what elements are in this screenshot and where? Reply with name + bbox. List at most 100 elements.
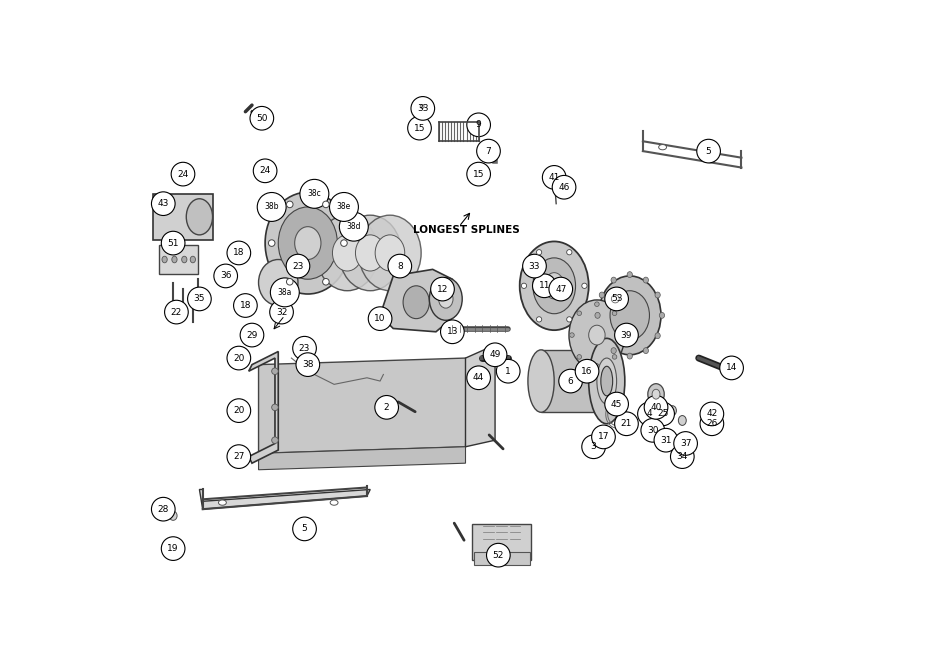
Text: 39: 39 xyxy=(621,330,632,340)
Text: 40: 40 xyxy=(651,403,662,412)
Ellipse shape xyxy=(172,256,177,263)
Text: 38: 38 xyxy=(302,360,314,369)
Ellipse shape xyxy=(287,279,293,285)
Text: 5: 5 xyxy=(706,147,711,156)
Ellipse shape xyxy=(182,256,187,263)
Circle shape xyxy=(638,402,661,426)
Circle shape xyxy=(496,359,520,383)
Text: 42: 42 xyxy=(707,409,718,419)
Ellipse shape xyxy=(429,277,462,320)
Ellipse shape xyxy=(190,256,196,263)
Text: 21: 21 xyxy=(621,419,632,428)
Circle shape xyxy=(187,287,211,311)
Text: 32: 32 xyxy=(276,307,288,317)
Text: 17: 17 xyxy=(598,432,609,442)
Circle shape xyxy=(533,274,556,298)
Circle shape xyxy=(340,212,369,241)
Bar xyxy=(472,524,532,560)
Ellipse shape xyxy=(157,511,165,520)
Circle shape xyxy=(477,139,500,163)
Text: 13: 13 xyxy=(447,327,458,336)
Text: 3: 3 xyxy=(591,442,597,451)
Circle shape xyxy=(674,432,697,455)
Text: 52: 52 xyxy=(492,551,504,560)
Circle shape xyxy=(466,113,491,137)
Text: 20: 20 xyxy=(233,406,245,415)
Ellipse shape xyxy=(569,300,625,371)
Ellipse shape xyxy=(619,332,624,338)
Text: 36: 36 xyxy=(220,271,232,281)
Text: 25: 25 xyxy=(657,409,668,419)
Ellipse shape xyxy=(705,145,712,150)
Ellipse shape xyxy=(600,367,613,396)
Circle shape xyxy=(250,106,274,130)
Circle shape xyxy=(300,179,329,208)
Circle shape xyxy=(575,359,599,383)
Text: 24: 24 xyxy=(260,166,271,175)
Ellipse shape xyxy=(627,353,632,359)
Circle shape xyxy=(227,346,250,370)
Text: LONGEST SPLINES: LONGEST SPLINES xyxy=(413,225,519,235)
Circle shape xyxy=(388,254,412,278)
Polygon shape xyxy=(380,269,455,332)
Ellipse shape xyxy=(679,416,686,426)
Ellipse shape xyxy=(278,207,337,279)
Circle shape xyxy=(614,323,639,347)
Ellipse shape xyxy=(533,258,575,314)
Ellipse shape xyxy=(595,313,600,319)
Polygon shape xyxy=(259,447,466,470)
Circle shape xyxy=(466,162,491,186)
Polygon shape xyxy=(199,489,371,509)
Text: 46: 46 xyxy=(559,183,570,192)
Ellipse shape xyxy=(356,235,385,271)
Bar xyxy=(474,552,530,565)
Ellipse shape xyxy=(610,291,650,340)
Ellipse shape xyxy=(235,452,243,462)
Ellipse shape xyxy=(392,262,401,277)
Text: 26: 26 xyxy=(707,419,718,428)
Circle shape xyxy=(605,287,628,311)
Ellipse shape xyxy=(157,498,165,507)
Ellipse shape xyxy=(250,331,258,342)
Ellipse shape xyxy=(588,325,605,345)
Ellipse shape xyxy=(235,405,243,416)
Circle shape xyxy=(641,419,665,442)
Ellipse shape xyxy=(316,215,378,290)
Circle shape xyxy=(257,193,286,221)
Text: 29: 29 xyxy=(247,330,258,340)
Text: 8: 8 xyxy=(397,261,403,271)
Circle shape xyxy=(440,320,465,344)
Circle shape xyxy=(286,254,310,278)
Text: 2: 2 xyxy=(384,403,389,412)
Ellipse shape xyxy=(536,317,542,322)
Circle shape xyxy=(270,278,299,307)
Ellipse shape xyxy=(608,292,623,306)
Ellipse shape xyxy=(597,358,616,404)
Ellipse shape xyxy=(570,332,574,338)
Text: 50: 50 xyxy=(256,114,267,123)
Text: 12: 12 xyxy=(437,284,448,294)
Ellipse shape xyxy=(624,419,633,429)
Circle shape xyxy=(165,300,188,324)
Text: 18: 18 xyxy=(239,301,251,310)
Text: 53: 53 xyxy=(611,294,622,304)
Circle shape xyxy=(161,537,185,560)
Circle shape xyxy=(227,445,250,468)
Ellipse shape xyxy=(487,144,494,152)
Text: 15: 15 xyxy=(413,124,425,133)
Circle shape xyxy=(591,425,615,449)
Text: 49: 49 xyxy=(490,350,501,359)
Ellipse shape xyxy=(536,250,542,255)
Text: 31: 31 xyxy=(660,436,671,445)
Ellipse shape xyxy=(519,242,588,330)
Ellipse shape xyxy=(219,500,226,505)
Ellipse shape xyxy=(595,302,600,306)
Text: 19: 19 xyxy=(168,544,179,553)
Circle shape xyxy=(152,192,175,215)
Ellipse shape xyxy=(658,402,667,413)
Ellipse shape xyxy=(613,355,617,359)
Ellipse shape xyxy=(358,215,421,290)
Ellipse shape xyxy=(420,104,425,108)
Text: 38a: 38a xyxy=(277,288,292,297)
Bar xyxy=(154,194,212,240)
